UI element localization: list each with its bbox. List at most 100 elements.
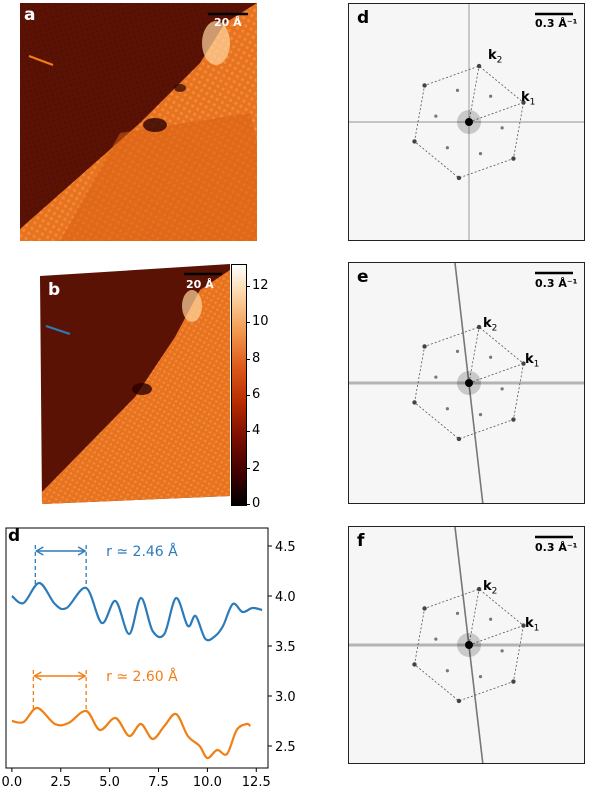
reciprocal-vector-line: [468, 588, 480, 646]
colorbar-tick-mark: [246, 431, 250, 433]
stm-image-b: b 20 Å: [40, 262, 230, 507]
colorbar-tick-label: 6: [252, 386, 261, 402]
arrowhead-left: [32, 671, 42, 681]
y-tick-label: 3.0: [275, 690, 296, 705]
colorbar-tick-mark: [246, 504, 250, 505]
stm-image-a-graphic: [20, 3, 257, 241]
moire-peak: [489, 94, 493, 98]
bragg-peak: [412, 139, 417, 144]
bragg-peak: [456, 698, 462, 704]
fft-pattern-e: [349, 263, 584, 503]
fft-scalebar-label-f: 0.3 Å⁻¹: [535, 541, 578, 554]
k2-label-f: k2: [483, 579, 498, 597]
x-tick-label: 7.5: [148, 775, 169, 790]
moire-peak: [478, 413, 483, 417]
k1-label-d: k1: [521, 90, 536, 108]
bragg-peak: [511, 679, 516, 684]
panel-letter-profile: d: [8, 526, 21, 546]
y-tick-label: 2.5: [275, 740, 296, 755]
moire-peak: [445, 669, 449, 673]
x-tick-label: 2.5: [50, 775, 71, 790]
profile-line-orange: [28, 54, 54, 67]
moire-peak: [445, 146, 449, 150]
fft-center-peak: [465, 118, 473, 126]
k2-label-e: k2: [483, 316, 498, 334]
reciprocal-vector-line: [468, 65, 480, 123]
fft-scalebar-label-d: 0.3 Å⁻¹: [535, 17, 578, 30]
bragg-peak: [422, 344, 427, 349]
bragg-peak: [511, 417, 516, 422]
panel-letter-d: d: [357, 8, 370, 28]
bragg-peak: [456, 436, 462, 442]
chart-frame: [5, 527, 269, 769]
y-tick-label: 4.5: [275, 540, 296, 555]
moire-peak: [500, 126, 504, 130]
scalebar-label-b: 20 Å: [186, 278, 214, 291]
x-tick-label: 10.0: [193, 775, 222, 790]
reciprocal-vector-line: [468, 625, 524, 646]
moire-peak: [455, 611, 460, 615]
y-tick-label: 3.5: [275, 640, 296, 655]
bragg-peak: [412, 400, 417, 405]
bragg-peak: [476, 324, 482, 330]
moire-peak: [455, 88, 460, 92]
colorbar-tick-mark: [246, 358, 250, 360]
fft-panel-f: f 0.3 Å⁻¹ k2 k1: [348, 526, 585, 764]
moire-peak: [489, 617, 493, 621]
moire-peak: [478, 152, 483, 156]
colorbar-tick-mark: [246, 467, 250, 469]
arrowhead-right: [77, 671, 87, 681]
colorbar-tick-label: 10: [252, 314, 269, 330]
bragg-peak: [412, 662, 417, 667]
colorbar-tick-label: 8: [252, 350, 261, 366]
stm-image-b-graphic: [40, 264, 230, 504]
stm-image-a: a 20 Å: [20, 3, 257, 241]
bragg-peak: [511, 156, 516, 161]
colorbar-tick-mark: [246, 322, 250, 324]
arrowhead-left: [34, 546, 44, 556]
reciprocal-vector-line: [468, 363, 524, 384]
panel-letter-b: b: [48, 280, 61, 300]
reciprocal-vector-line: [468, 102, 524, 123]
k1-label-e: k1: [525, 352, 540, 370]
colorbar-tick-label: 12: [252, 277, 269, 293]
fft-pattern-d: [349, 4, 584, 240]
moire-peak: [500, 649, 504, 653]
colorbar-tick-label: 2: [252, 459, 261, 475]
fft-center-peak: [465, 379, 473, 387]
x-tick-label: 12.5: [242, 775, 271, 790]
panel-letter-e: e: [357, 267, 369, 287]
colorbar-tick-label: 4: [252, 423, 261, 439]
scalebar-label-a: 20 Å: [214, 16, 242, 29]
bragg-peak: [456, 175, 462, 181]
x-tick-label: 0.0: [2, 775, 23, 790]
y-tick-label: 4.0: [275, 590, 296, 605]
bragg-peak: [476, 63, 482, 69]
fft-scalebar-label-e: 0.3 Å⁻¹: [535, 277, 578, 290]
x-tick-label: 5.0: [99, 775, 120, 790]
bragg-peak: [521, 100, 526, 105]
reciprocal-vector-line: [468, 326, 480, 384]
moire-peak: [434, 637, 438, 641]
bragg-peak: [521, 361, 526, 366]
moire-peak: [489, 355, 493, 359]
period-annotation: r ≃ 2.60 Å: [106, 668, 178, 685]
profile-series-2: [11, 706, 252, 760]
colorbar: [231, 264, 247, 506]
colorbar-tick-label: 0: [252, 496, 261, 511]
bragg-peak: [422, 606, 427, 611]
height-profile-chart: 0.02.55.07.510.012.52.53.03.54.04.5z (Å)…: [2, 527, 296, 790]
moire-peak: [455, 349, 460, 353]
moire-peak: [434, 114, 438, 118]
fft-panel-d: d 0.3 Å⁻¹ k2 k1: [348, 3, 585, 241]
panel-letter-a: a: [24, 5, 36, 25]
profile-line-blue: [45, 324, 71, 336]
panel-letter-f: f: [357, 531, 365, 551]
moire-peak: [434, 375, 438, 379]
moire-peak: [478, 675, 483, 679]
moire-peak: [500, 387, 504, 391]
colorbar-tick-mark: [246, 394, 250, 396]
fft-pattern-f: [349, 527, 584, 763]
moire-peak: [445, 407, 449, 411]
colorbar-tick-mark: [246, 285, 250, 287]
